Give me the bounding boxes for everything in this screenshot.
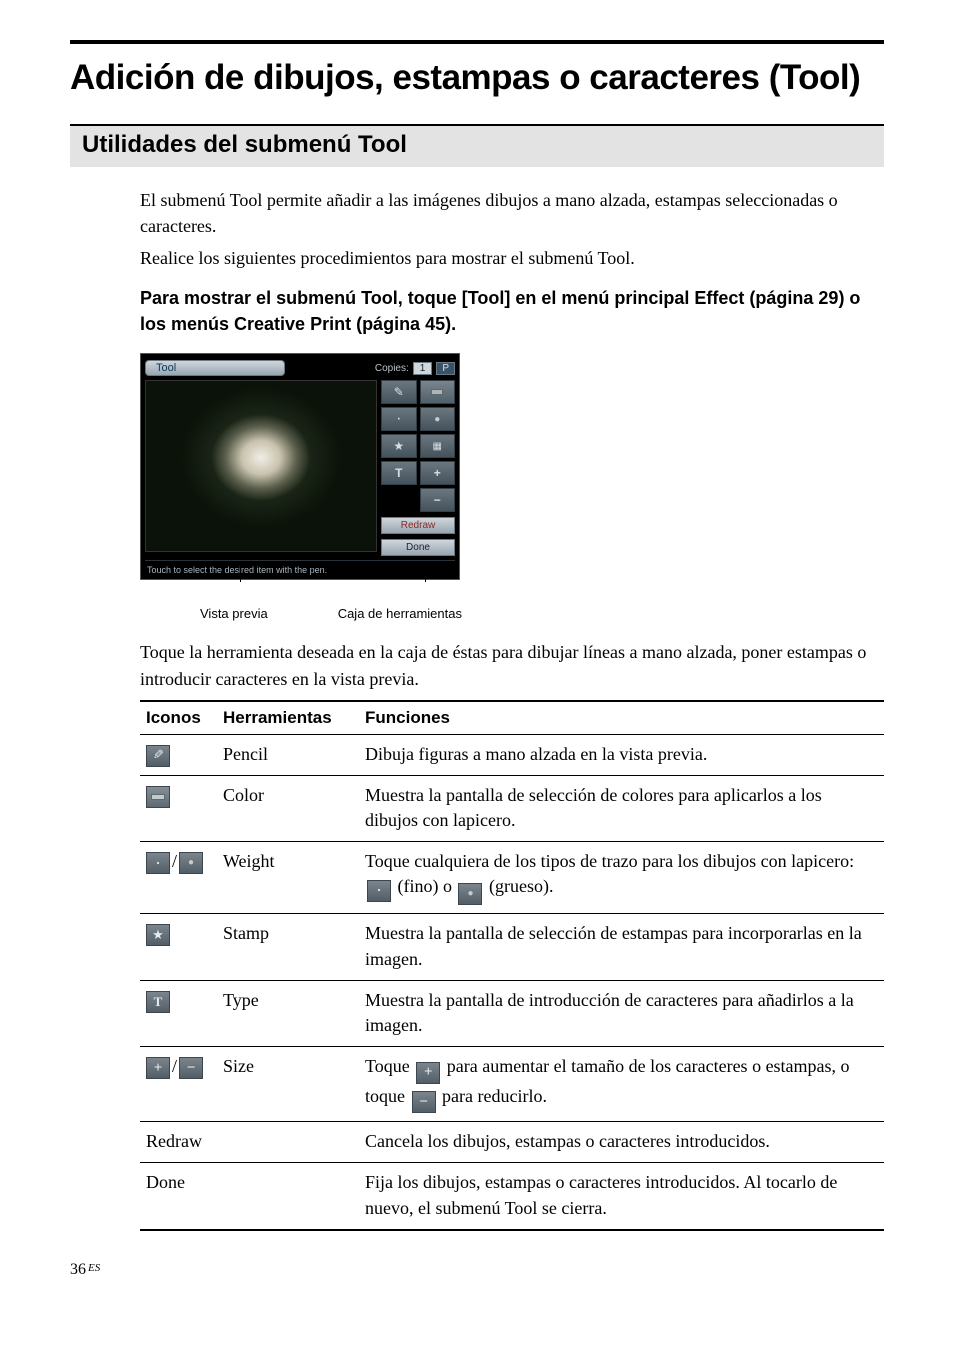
minus-inline-icon (412, 1091, 436, 1113)
intro-paragraph-1: El submenú Tool permite añadir a las imá… (140, 187, 884, 239)
tools-table: Iconos Herramientas Funciones Pencil Dib… (140, 700, 884, 1231)
type-desc: Muestra la pantalla de introducción de c… (359, 980, 884, 1046)
copies-label: Copies: (375, 363, 409, 374)
p-indicator: P (436, 362, 455, 375)
row-type: Type Muestra la pantalla de introducción… (140, 980, 884, 1046)
th-functions: Funciones (359, 701, 884, 735)
size-box-icon[interactable] (420, 434, 456, 458)
callout-preview: Vista previa (200, 606, 268, 621)
color-name: Color (217, 775, 359, 841)
stamp-tool-icon[interactable] (381, 434, 417, 458)
screenshot: Tool Copies: 1 P (140, 353, 460, 580)
instruction-text: Para mostrar el submenú Tool, toque [Too… (140, 285, 884, 337)
size-desc-post: para reducirlo. (438, 1086, 547, 1106)
type-tool-icon[interactable] (381, 461, 417, 485)
thin-inline-icon (367, 880, 391, 902)
weight-desc-pre: Toque cualquiera de los tipos de trazo p… (365, 851, 854, 871)
section-subtitle: Utilidades del submenú Tool (70, 124, 884, 167)
tool-dropdown[interactable]: Tool (145, 360, 285, 376)
page-lang-suffix: ES (88, 1262, 100, 1274)
color-desc: Muestra la pantalla de selección de colo… (359, 775, 884, 841)
screenshot-topbar: Tool Copies: 1 P (145, 358, 455, 380)
screenshot-footer: Touch to select the desired item with th… (145, 560, 455, 575)
minus-icon (179, 1057, 203, 1079)
done-button[interactable]: Done (381, 539, 455, 556)
callout-labels: Vista previa Caja de herramientas (200, 606, 884, 621)
size-desc-pre: Toque (365, 1056, 414, 1076)
after-screenshot-text: Toque la herramienta deseada en la caja … (140, 639, 884, 691)
type-icon (146, 991, 170, 1013)
th-tools: Herramientas (217, 701, 359, 735)
pencil-name: Pencil (217, 734, 359, 775)
done-name: Done (140, 1163, 359, 1230)
page-number-value: 36 (70, 1261, 86, 1278)
redraw-name: Redraw (140, 1122, 359, 1163)
screenshot-body: Redraw Done (145, 380, 455, 556)
thin-weight-icon[interactable] (381, 407, 417, 431)
row-color: Color Muestra la pantalla de selección d… (140, 775, 884, 841)
minus-size-icon[interactable] (420, 488, 456, 512)
redraw-button[interactable]: Redraw (381, 517, 455, 534)
content-block: El submenú Tool permite añadir a las imá… (140, 187, 884, 1231)
thick-icon (179, 852, 203, 874)
stamp-desc: Muestra la pantalla de selección de esta… (359, 914, 884, 980)
thick-inline-icon (458, 883, 482, 905)
plus-icon (146, 1057, 170, 1079)
row-stamp: Stamp Muestra la pantalla de selección d… (140, 914, 884, 980)
pencil-tool-icon[interactable] (381, 380, 417, 404)
color-tool-icon[interactable] (420, 380, 456, 404)
done-desc: Fija los dibujos, estampas o caracteres … (359, 1163, 884, 1230)
th-icons: Iconos (140, 701, 217, 735)
weight-name: Weight (217, 842, 359, 914)
page: Adición de dibujos, estampas o caractere… (0, 0, 954, 1309)
size-name: Size (217, 1047, 359, 1122)
preview-area[interactable] (145, 380, 377, 552)
callout-toolbox: Caja de herramientas (338, 606, 462, 621)
weight-desc-post: (grueso). (484, 876, 553, 896)
callout-lines (140, 580, 570, 604)
row-size: / Size Toque para aumentar el tamaño de … (140, 1047, 884, 1122)
copies-group: Copies: 1 P (375, 362, 455, 375)
redraw-desc: Cancela los dibujos, estampas o caracter… (359, 1122, 884, 1163)
toolbox-panel: Redraw Done (381, 380, 455, 556)
star-icon (146, 924, 170, 946)
top-rule (70, 40, 884, 44)
thick-weight-icon[interactable] (420, 407, 456, 431)
row-done: Done Fija los dibujos, estampas o caract… (140, 1163, 884, 1230)
row-pencil: Pencil Dibuja figuras a mano alzada en l… (140, 734, 884, 775)
row-weight: / Weight Toque cualquiera de los tipos d… (140, 842, 884, 914)
screenshot-figure: Tool Copies: 1 P (140, 353, 884, 621)
main-title: Adición de dibujos, estampas o caractere… (70, 58, 884, 98)
page-number: 36ES (70, 1261, 884, 1279)
pencil-desc: Dibuja figuras a mano alzada en la vista… (359, 734, 884, 775)
copies-value: 1 (413, 362, 433, 375)
plus-size-icon[interactable] (420, 461, 456, 485)
weight-desc: Toque cualquiera de los tipos de trazo p… (359, 842, 884, 914)
intro-paragraph-2: Realice los siguientes procedimientos pa… (140, 245, 884, 271)
plus-inline-icon (416, 1062, 440, 1084)
stamp-name: Stamp (217, 914, 359, 980)
color-icon (146, 786, 170, 808)
type-name: Type (217, 980, 359, 1046)
weight-desc-mid: (fino) o (393, 876, 456, 896)
thin-icon (146, 852, 170, 874)
size-desc: Toque para aumentar el tamaño de los car… (359, 1047, 884, 1122)
pencil-icon (146, 745, 170, 767)
row-redraw: Redraw Cancela los dibujos, estampas o c… (140, 1122, 884, 1163)
